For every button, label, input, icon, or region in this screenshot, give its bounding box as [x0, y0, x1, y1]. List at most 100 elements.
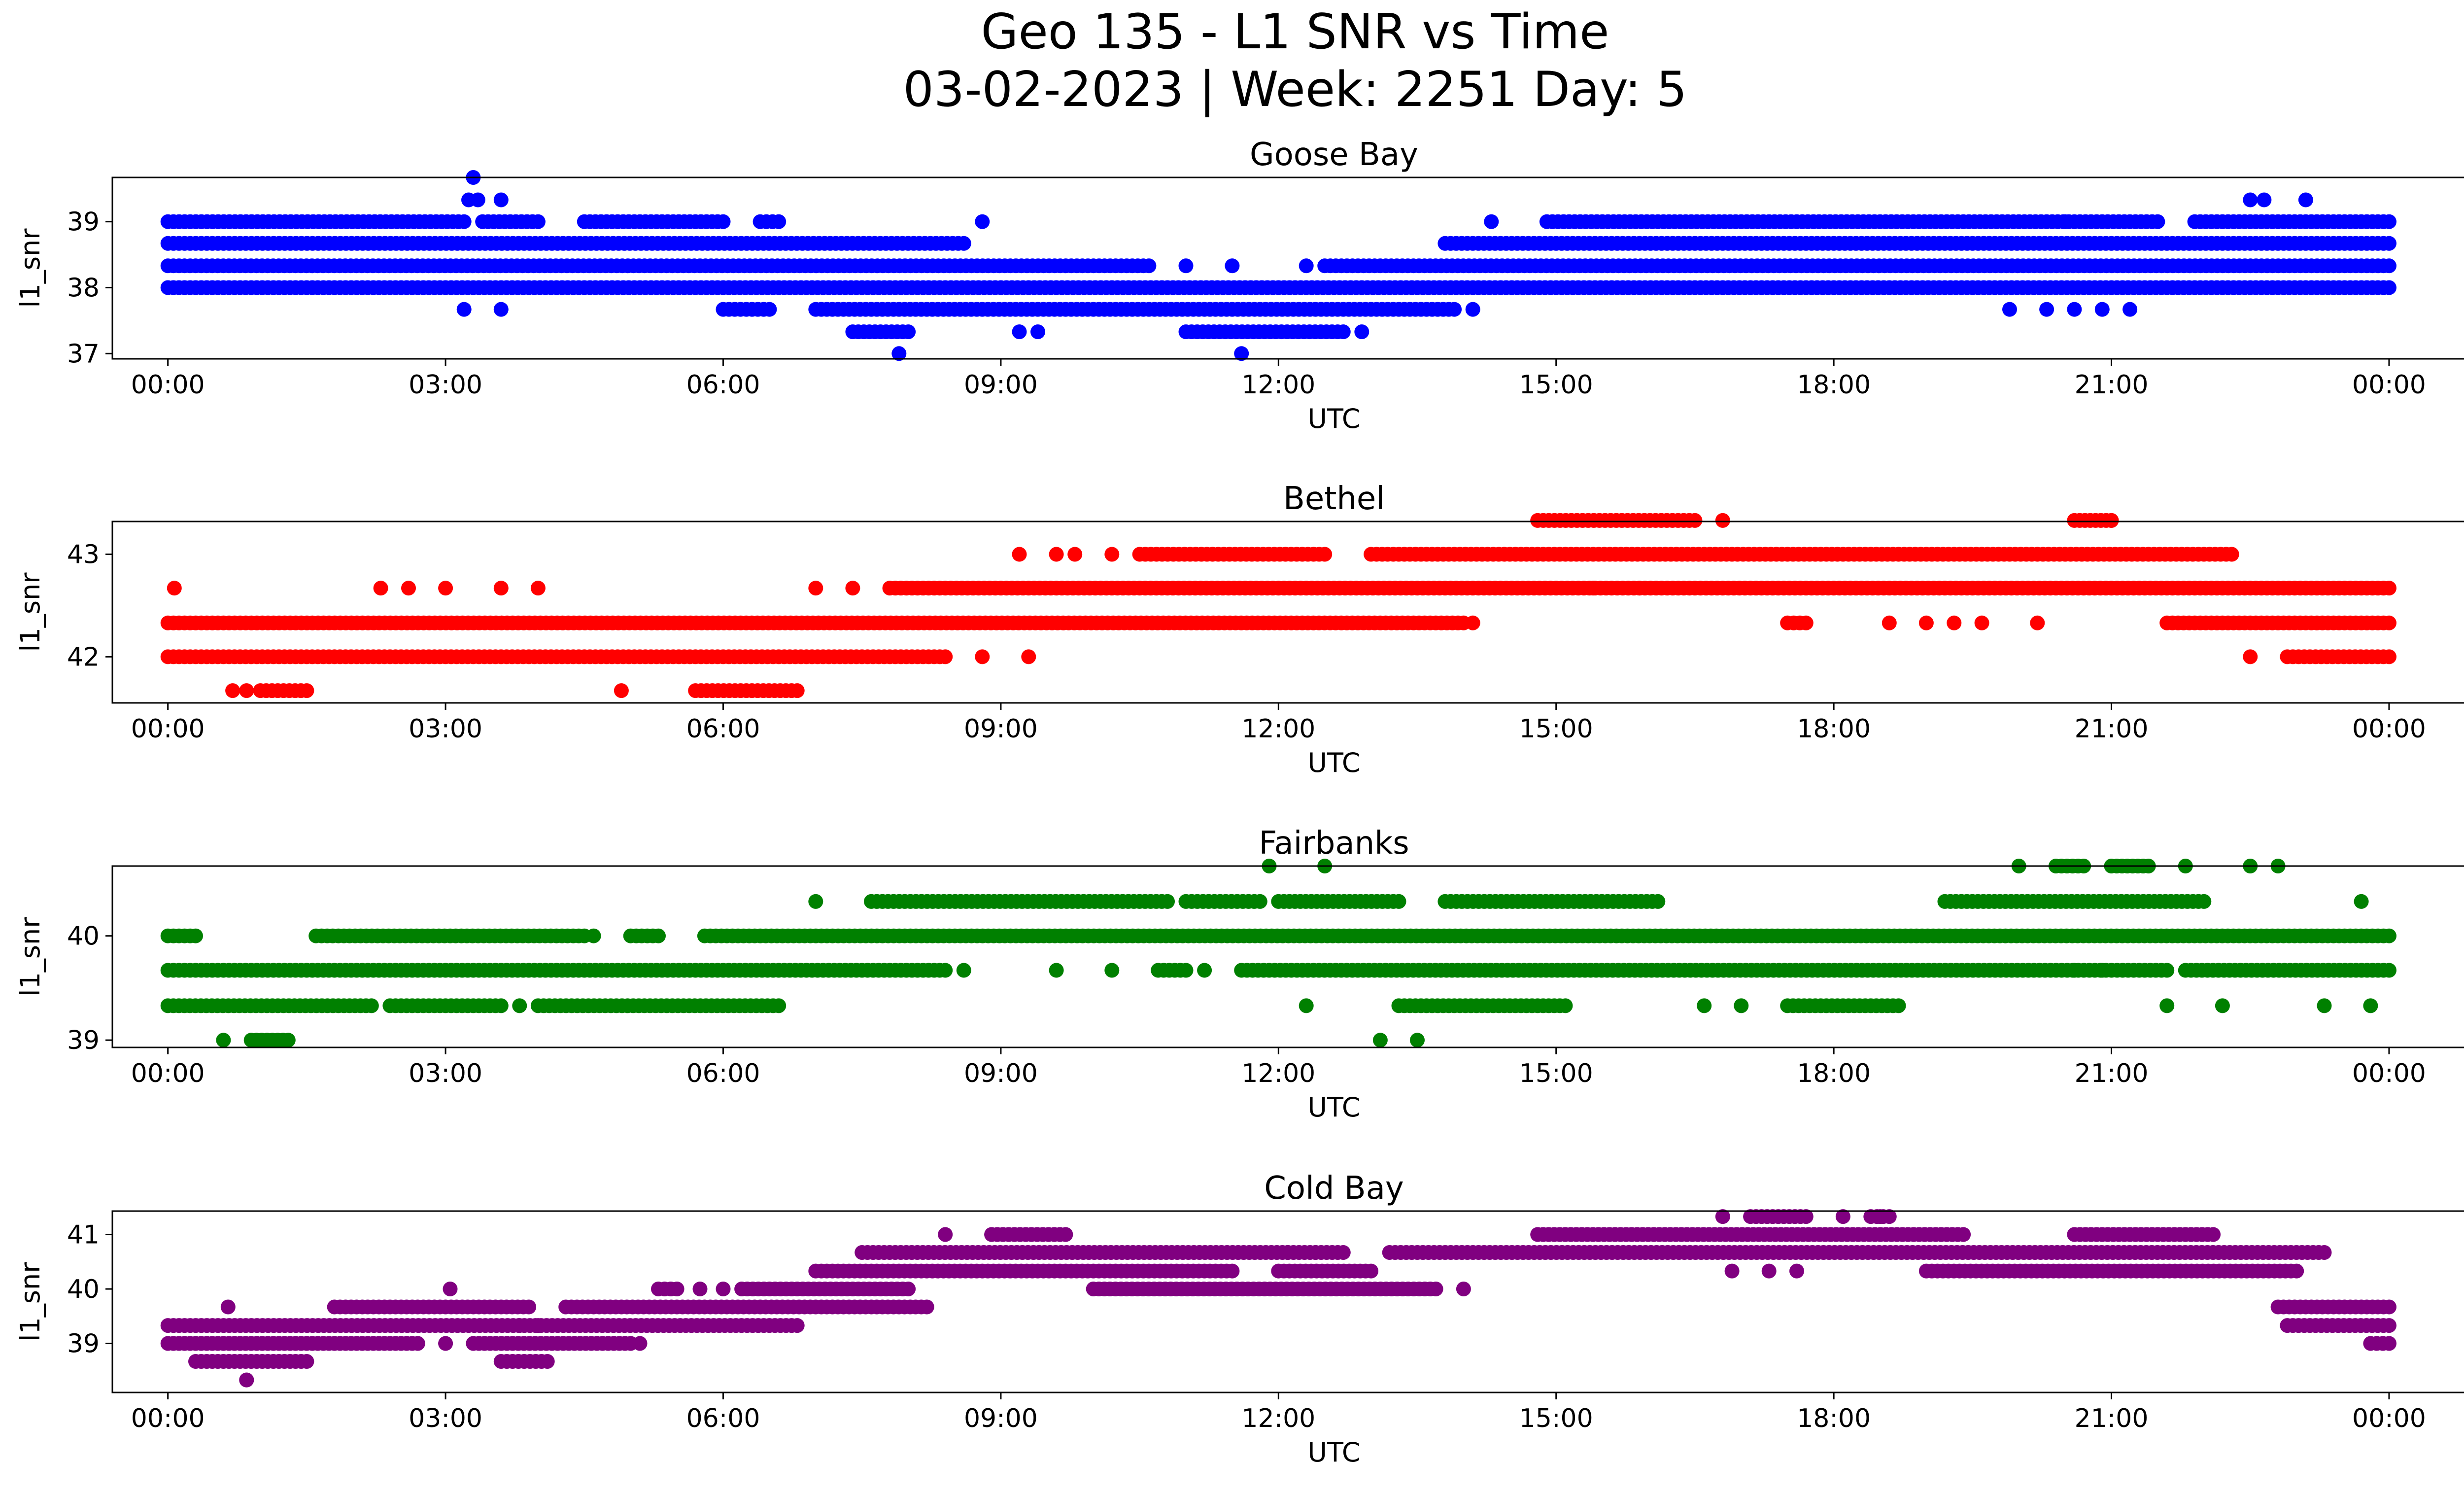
data-point: [1197, 963, 1212, 978]
x-tick-label: 03:00: [409, 714, 482, 744]
data-point: [2057, 214, 2073, 229]
data-point: [1891, 998, 1906, 1013]
y-tick-label: 39: [67, 1026, 100, 1055]
data-point: [470, 192, 485, 208]
data-point: [188, 928, 203, 943]
data-point: [901, 324, 916, 340]
data-point: [2030, 615, 2045, 630]
data-point: [938, 649, 953, 664]
data-point: [975, 649, 990, 664]
data-point: [2067, 963, 2082, 978]
data-point: [530, 214, 546, 229]
data-point: [1724, 1263, 1740, 1279]
data-point: [2382, 214, 2396, 229]
data-point: [1465, 302, 1480, 317]
data-point: [216, 1033, 231, 1048]
data-point: [2382, 928, 2396, 943]
data-point: [2159, 963, 2175, 978]
x-tick-label: 12:00: [1241, 370, 1315, 400]
data-point: [1734, 998, 1749, 1013]
data-point: [1141, 258, 1157, 274]
x-tick-label: 12:00: [1241, 1404, 1315, 1433]
data-point: [2159, 998, 2175, 1013]
data-point: [410, 1336, 425, 1351]
data-point: [2243, 192, 2258, 208]
y-tick-label: 38: [67, 273, 100, 303]
data-point: [299, 683, 314, 698]
data-point: [1391, 894, 1406, 909]
data-point: [1160, 894, 1175, 909]
x-tick-label: 12:00: [1241, 714, 1315, 744]
data-point: [2094, 302, 2110, 317]
data-point: [2382, 581, 2396, 596]
data-point: [632, 1336, 648, 1351]
data-point: [1104, 547, 1120, 562]
data-point: [512, 998, 527, 1013]
y-tick-label: 43: [67, 540, 100, 570]
data-point: [493, 998, 509, 1013]
data-point: [808, 581, 823, 596]
data-point: [1299, 258, 1314, 274]
data-point: [2317, 998, 2332, 1013]
x-tick-label: 15:00: [1519, 370, 1593, 400]
x-tick-label: 09:00: [964, 1404, 1038, 1433]
x-tick-label: 03:00: [409, 370, 482, 400]
series-markers: [160, 170, 2396, 361]
data-point: [512, 1318, 527, 1333]
data-point: [2298, 192, 2313, 208]
x-tick-label: 18:00: [1797, 1404, 1871, 1433]
data-point: [1335, 324, 1351, 340]
data-point: [2363, 998, 2378, 1013]
data-point: [438, 581, 453, 596]
data-point: [280, 1033, 296, 1048]
data-point: [1372, 1033, 1388, 1048]
data-point: [762, 302, 777, 317]
x-tick-label: 00:00: [131, 370, 205, 400]
data-point: [1798, 615, 1814, 630]
data-point: [2382, 615, 2396, 630]
data-point: [373, 581, 388, 596]
y-tick-label: 37: [67, 339, 100, 369]
data-point: [1484, 214, 1499, 229]
data-point: [401, 581, 416, 596]
data-point: [2382, 649, 2396, 664]
data-point: [220, 1299, 236, 1315]
x-tick-label: 00:00: [2352, 1404, 2426, 1433]
data-point: [2243, 649, 2258, 664]
data-point: [1650, 894, 1666, 909]
data-point: [975, 214, 990, 229]
data-point: [2002, 302, 2017, 317]
data-point: [1428, 1282, 1443, 1296]
x-tick-label: 18:00: [1797, 370, 1871, 400]
x-tick-label: 06:00: [686, 1059, 760, 1088]
data-point: [845, 581, 860, 596]
data-point: [789, 1318, 805, 1333]
data-point: [1687, 513, 1703, 528]
y-axis-label: l1_snr: [15, 1262, 46, 1342]
y-tick-label: 42: [67, 642, 100, 672]
series-markers: [160, 513, 2396, 698]
data-point: [2104, 513, 2119, 528]
data-point: [2317, 1245, 2332, 1260]
data-point: [1335, 1245, 1351, 1260]
data-point: [1465, 615, 1480, 630]
data-point: [669, 1282, 684, 1296]
data-point: [364, 998, 379, 1013]
x-tick-label: 21:00: [2075, 370, 2149, 400]
x-tick-label: 15:00: [1519, 714, 1593, 744]
y-tick-label: 40: [67, 922, 100, 951]
x-axis-label: UTC: [1307, 747, 1360, 778]
x-tick-label: 15:00: [1519, 1404, 1593, 1433]
x-tick-label: 09:00: [964, 370, 1038, 400]
data-point: [771, 998, 787, 1013]
data-point: [2382, 258, 2396, 274]
data-point: [789, 683, 805, 698]
data-point: [1947, 615, 1962, 630]
data-point: [2215, 998, 2230, 1013]
figure-title: Geo 135 - L1 SNR vs Time: [981, 4, 1609, 60]
data-point: [2196, 894, 2212, 909]
data-point: [919, 1299, 934, 1315]
x-tick-label: 00:00: [2352, 370, 2426, 400]
